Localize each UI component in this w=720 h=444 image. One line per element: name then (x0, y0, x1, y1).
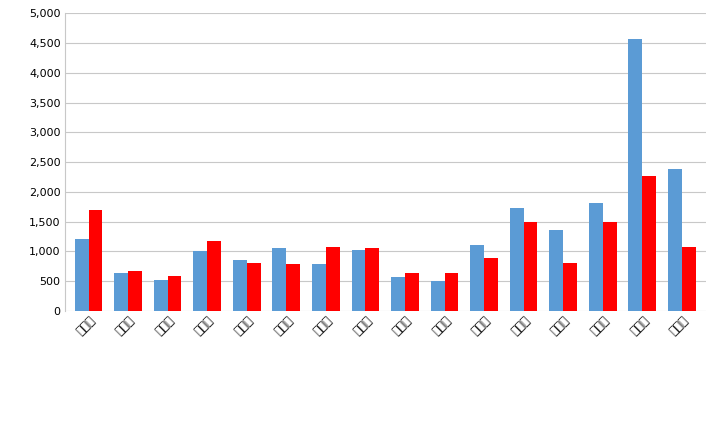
Bar (629, 39, 642, 311)
Bar (351, 250, 366, 311)
Bar (405, 274, 419, 311)
Bar (89, 210, 102, 311)
Bar (194, 251, 207, 311)
Bar (642, 176, 656, 311)
Bar (207, 241, 221, 311)
Bar (312, 264, 326, 311)
Bar (247, 262, 261, 311)
Bar (682, 246, 696, 311)
Bar (326, 247, 340, 311)
Bar (154, 280, 168, 311)
Bar (114, 274, 128, 311)
Bar (444, 274, 459, 311)
Bar (523, 222, 538, 311)
Bar (603, 222, 616, 311)
Bar (168, 276, 181, 311)
Bar (366, 248, 379, 311)
Legend: 문재인, 홍준표: 문재인, 홍준표 (336, 442, 434, 444)
Bar (549, 230, 563, 311)
Bar (272, 248, 287, 311)
Bar (287, 264, 300, 311)
Bar (75, 239, 89, 311)
Bar (589, 202, 603, 311)
Bar (668, 169, 682, 311)
Bar (510, 208, 523, 311)
Bar (233, 260, 247, 311)
Bar (128, 271, 142, 311)
Bar (391, 278, 405, 311)
Bar (563, 263, 577, 311)
Bar (431, 281, 444, 311)
Bar (470, 245, 484, 311)
Bar (484, 258, 498, 311)
